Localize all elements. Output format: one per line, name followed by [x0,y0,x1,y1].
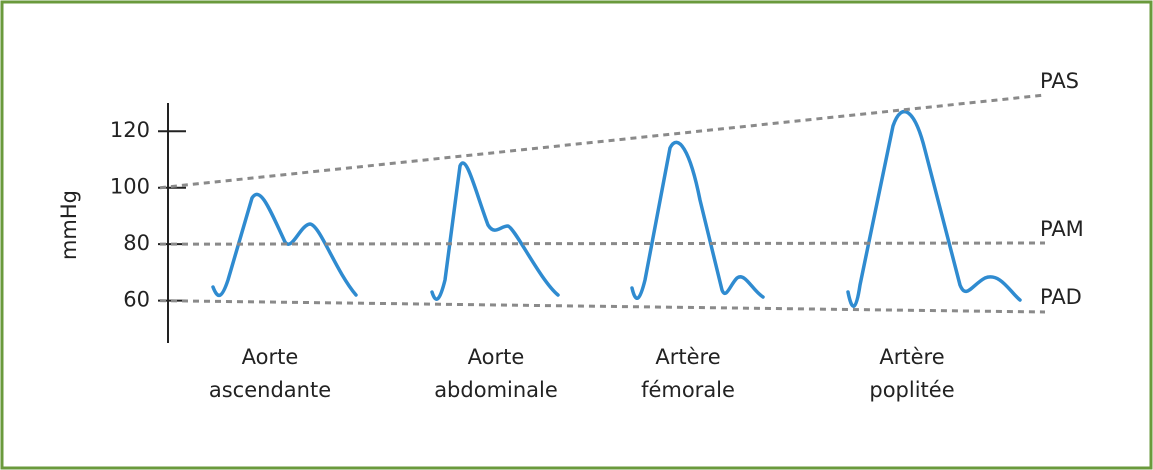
site-label: Aorte [242,345,299,369]
pressure-line [159,241,1046,246]
site-label: ascendante [209,378,331,402]
waveform [846,109,1022,308]
site-label: fémorale [641,378,735,402]
line-label: PAS [1040,69,1079,93]
y-tick-label: 120 [110,118,150,142]
site-label: poplitée [869,378,954,402]
site-label: Artère [879,345,944,369]
waveform [430,161,560,301]
line-label: PAD [1040,285,1082,309]
site-label: Aorte [468,345,525,369]
y-axis-label: mmHg [57,190,81,260]
waveform [211,192,358,297]
y-tick-label: 60 [123,288,150,312]
line-label: PAM [1040,217,1084,241]
pressure-line [159,93,1046,190]
waveform [630,140,765,300]
site-label: abdominale [434,378,558,402]
y-tick-label: 100 [110,175,150,199]
site-label: Artère [655,345,720,369]
pressure-line [159,299,1046,314]
y-tick-label: 80 [123,231,150,255]
